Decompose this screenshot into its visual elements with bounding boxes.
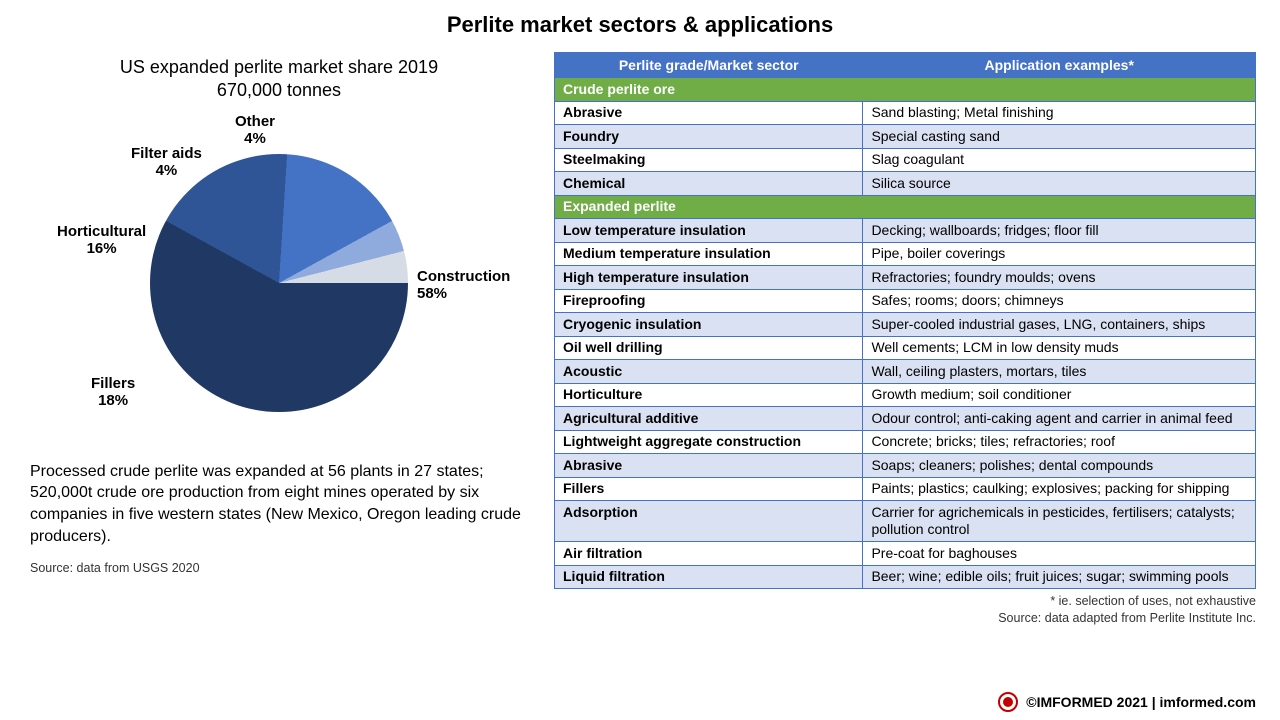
sector-cell: Acoustic (555, 360, 863, 384)
table-notes: * ie. selection of uses, not exhaustive … (554, 593, 1256, 627)
chart-description: Processed crude perlite was expanded at … (24, 461, 534, 547)
table-row: FoundrySpecial casting sand (555, 125, 1256, 149)
chart-title-l1: US expanded perlite market share 2019 (120, 57, 438, 77)
footer: ©IMFORMED 2021 | imformed.com (998, 692, 1256, 712)
content-area: US expanded perlite market share 2019 67… (24, 52, 1256, 662)
app-cell: Refractories; foundry moulds; ovens (863, 266, 1256, 290)
app-cell: Sand blasting; Metal finishing (863, 101, 1256, 125)
chart-title-l2: 670,000 tonnes (217, 80, 341, 100)
sector-cell: Horticulture (555, 383, 863, 407)
page-title: Perlite market sectors & applications (24, 12, 1256, 38)
sector-cell: Fillers (555, 477, 863, 501)
sector-cell: Chemical (555, 172, 863, 196)
sector-cell: Air filtration (555, 542, 863, 566)
table-row: Medium temperature insulationPipe, boile… (555, 242, 1256, 266)
table-row: Lightweight aggregate constructionConcre… (555, 430, 1256, 454)
app-cell: Pre-coat for baghouses (863, 542, 1256, 566)
logo-icon (998, 692, 1018, 712)
sector-cell: Abrasive (555, 101, 863, 125)
app-cell: Odour control; anti-caking agent and car… (863, 407, 1256, 431)
col-header-app: Application examples* (863, 53, 1256, 78)
table-row: Cryogenic insulationSuper-cooled industr… (555, 313, 1256, 337)
right-panel: Perlite grade/Market sector Application … (554, 52, 1256, 662)
table-row: Crude perlite ore (555, 78, 1256, 102)
sector-cell: Low temperature insulation (555, 219, 863, 243)
section-cell: Expanded perlite (555, 195, 1256, 219)
app-cell: Silica source (863, 172, 1256, 196)
app-cell: Soaps; cleaners; polishes; dental compou… (863, 454, 1256, 478)
sector-cell: Oil well drilling (555, 336, 863, 360)
slice-label-other: Other 4% (235, 113, 275, 148)
app-cell: Well cements; LCM in low density muds (863, 336, 1256, 360)
app-cell: Paints; plastics; caulking; explosives; … (863, 477, 1256, 501)
sector-cell: Agricultural additive (555, 407, 863, 431)
sector-cell: Foundry (555, 125, 863, 149)
sector-cell: Lightweight aggregate construction (555, 430, 863, 454)
table-row: FireproofingSafes; rooms; doors; chimney… (555, 289, 1256, 313)
table-row: ChemicalSilica source (555, 172, 1256, 196)
app-cell: Concrete; bricks; tiles; refractories; r… (863, 430, 1256, 454)
app-cell: Slag coagulant (863, 148, 1256, 172)
table-row: AbrasiveSand blasting; Metal finishing (555, 101, 1256, 125)
table-row: Oil well drillingWell cements; LCM in lo… (555, 336, 1256, 360)
app-cell: Safes; rooms; doors; chimneys (863, 289, 1256, 313)
sector-cell: Medium temperature insulation (555, 242, 863, 266)
sector-cell: High temperature insulation (555, 266, 863, 290)
sector-cell: Steelmaking (555, 148, 863, 172)
app-cell: Decking; wallboards; fridges; floor fill (863, 219, 1256, 243)
table-row: High temperature insulationRefractories;… (555, 266, 1256, 290)
app-cell: Wall, ceiling plasters, mortars, tiles (863, 360, 1256, 384)
app-cell: Carrier for agrichemicals in pesticides,… (863, 501, 1256, 542)
table-row: SteelmakingSlag coagulant (555, 148, 1256, 172)
sector-cell: Fireproofing (555, 289, 863, 313)
slice-label-construction: Construction 58% (417, 268, 510, 303)
slice-label-fillers: Fillers 18% (91, 375, 135, 410)
table-row: Air filtrationPre-coat for baghouses (555, 542, 1256, 566)
footer-text: ©IMFORMED 2021 | imformed.com (1026, 694, 1256, 710)
applications-table: Perlite grade/Market sector Application … (554, 52, 1256, 589)
table-row: HorticultureGrowth medium; soil conditio… (555, 383, 1256, 407)
source-left: Source: data from USGS 2020 (24, 561, 206, 575)
app-cell: Beer; wine; edible oils; fruit juices; s… (863, 565, 1256, 589)
chart-title: US expanded perlite market share 2019 67… (120, 56, 438, 103)
slice-label-filteraids: Filter aids 4% (131, 145, 202, 180)
note-asterisk: * ie. selection of uses, not exhaustive (554, 593, 1256, 610)
section-cell: Crude perlite ore (555, 78, 1256, 102)
app-cell: Super-cooled industrial gases, LNG, cont… (863, 313, 1256, 337)
table-row: FillersPaints; plastics; caulking; explo… (555, 477, 1256, 501)
table-row: Agricultural additiveOdour control; anti… (555, 407, 1256, 431)
pie-chart: Construction 58% Fillers 18% Horticultur… (69, 113, 489, 443)
app-cell: Special casting sand (863, 125, 1256, 149)
table-header-row: Perlite grade/Market sector Application … (555, 53, 1256, 78)
app-cell: Growth medium; soil conditioner (863, 383, 1256, 407)
slice-label-horticultural: Horticultural 16% (57, 223, 146, 258)
app-cell: Pipe, boiler coverings (863, 242, 1256, 266)
table-row: AbrasiveSoaps; cleaners; polishes; denta… (555, 454, 1256, 478)
table-row: Liquid filtrationBeer; wine; edible oils… (555, 565, 1256, 589)
left-panel: US expanded perlite market share 2019 67… (24, 52, 534, 662)
table-row: AdsorptionCarrier for agrichemicals in p… (555, 501, 1256, 542)
col-header-sector: Perlite grade/Market sector (555, 53, 863, 78)
sector-cell: Cryogenic insulation (555, 313, 863, 337)
pie-circle (149, 153, 409, 413)
sector-cell: Adsorption (555, 501, 863, 542)
table-row: AcousticWall, ceiling plasters, mortars,… (555, 360, 1256, 384)
table-row: Low temperature insulationDecking; wallb… (555, 219, 1256, 243)
table-row: Expanded perlite (555, 195, 1256, 219)
sector-cell: Abrasive (555, 454, 863, 478)
sector-cell: Liquid filtration (555, 565, 863, 589)
note-source: Source: data adapted from Perlite Instit… (554, 610, 1256, 627)
